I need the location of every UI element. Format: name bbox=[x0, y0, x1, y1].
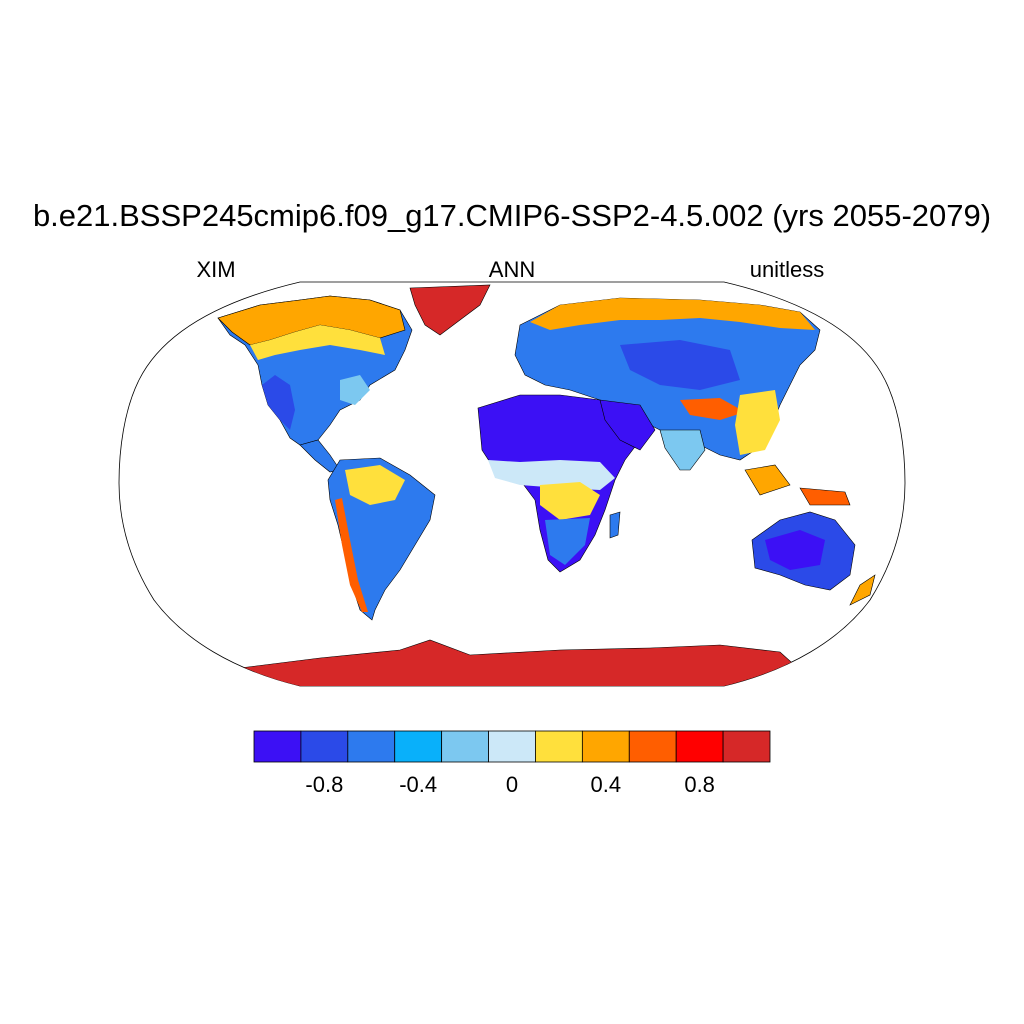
colorbar-boxes bbox=[253, 730, 771, 763]
variable-label: XIM bbox=[196, 257, 236, 282]
colorbar-tick-label: 0.8 bbox=[684, 772, 715, 797]
siberia-region bbox=[530, 298, 815, 330]
plot-title: b.e21.BSSP245cmip6.f09_g17.CMIP6-SSP2-4.… bbox=[32, 198, 992, 233]
eastern-us-region bbox=[340, 375, 370, 405]
arabia-land bbox=[599, 399, 656, 451]
canada-boreal-region bbox=[250, 325, 385, 360]
australia-interior-region bbox=[765, 530, 825, 570]
madagascar-land bbox=[609, 511, 621, 539]
antarctica-land bbox=[239, 639, 801, 686]
amazon-region bbox=[345, 465, 405, 505]
colorbar-box bbox=[722, 730, 771, 763]
sahel-region bbox=[488, 460, 615, 490]
colorbar-box bbox=[253, 730, 302, 763]
southern-africa-region bbox=[545, 518, 590, 565]
colorbar-box bbox=[581, 730, 630, 763]
colorbar-box bbox=[394, 730, 443, 763]
maritime-continent-land bbox=[744, 464, 791, 496]
season-label: ANN bbox=[488, 257, 536, 282]
greenland-land bbox=[409, 284, 491, 336]
colorbar-box bbox=[675, 730, 724, 763]
new-guinea-land bbox=[799, 487, 851, 506]
colorbar-box bbox=[488, 730, 536, 763]
colorbar-tick-label: -0.8 bbox=[305, 772, 343, 797]
colorbar-box bbox=[347, 730, 396, 763]
central-africa-region bbox=[540, 482, 600, 520]
andes-region bbox=[335, 498, 368, 612]
western-us-region bbox=[262, 375, 295, 430]
colorbar-tick-labels: -0.8 -0.4 0 0.4 0.8 bbox=[305, 772, 715, 797]
colorbar-box bbox=[535, 730, 583, 763]
tibet-region bbox=[680, 398, 745, 420]
india-land bbox=[659, 429, 706, 471]
east-asia-region bbox=[735, 390, 780, 455]
colorbar-tick-label: -0.4 bbox=[399, 772, 437, 797]
colorbar-box bbox=[441, 730, 489, 763]
central-asia-region bbox=[620, 340, 740, 390]
colorbar-tick-label: 0.4 bbox=[591, 772, 622, 797]
colorbar-box bbox=[628, 730, 677, 763]
new-zealand-land bbox=[849, 574, 876, 606]
colorbar-box bbox=[300, 730, 349, 763]
colorbar-tick-label: 0 bbox=[506, 772, 518, 797]
units-label: unitless bbox=[749, 257, 825, 282]
